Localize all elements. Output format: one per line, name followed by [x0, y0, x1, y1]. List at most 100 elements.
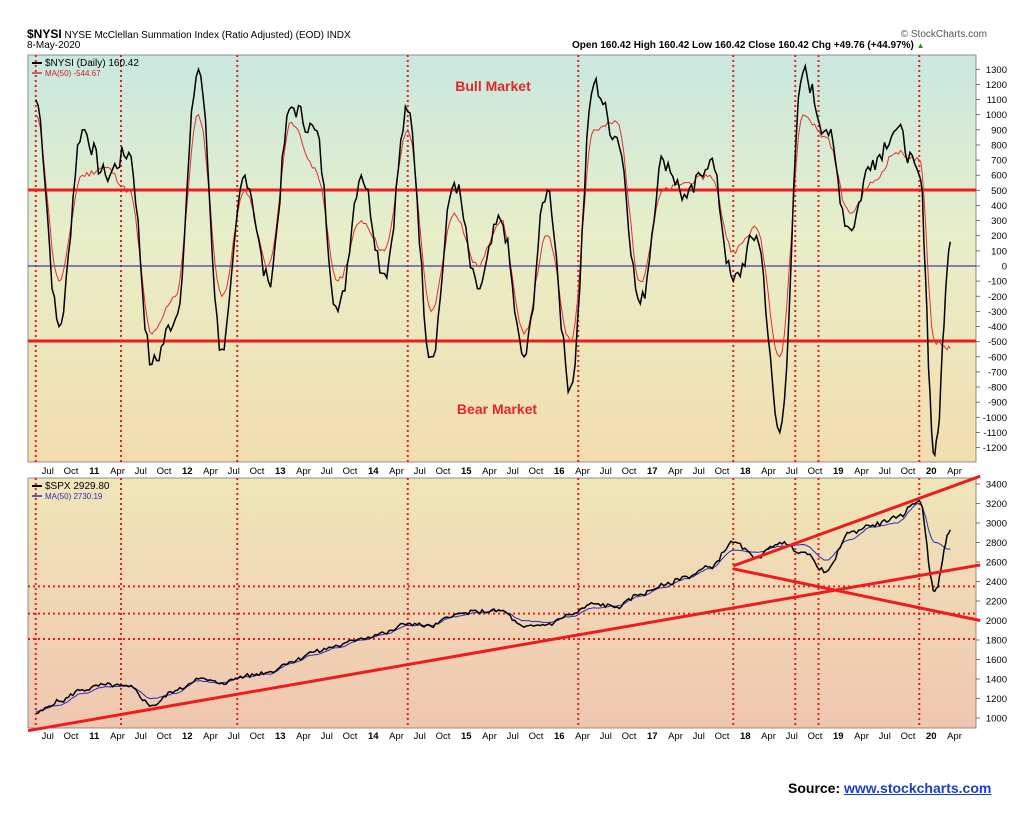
spx-y-axis: 3400 3200 3000 2800 2600 2400 2200 2000 1800 1600…: [976, 480, 1007, 725]
nysi-y-tick-label: -1200: [983, 443, 1007, 454]
nysi-x-tick-label: Jul: [600, 466, 612, 477]
nysi-panel: 1300120011001000900800700600500400300200…: [27, 54, 1007, 477]
spx-panel-bg: [27, 477, 977, 729]
spx-x-tick-label: 19: [833, 731, 844, 742]
nysi-y-tick-label: 900: [991, 125, 1007, 136]
spx-y-tick-label: 1200: [986, 694, 1007, 705]
nysi-x-tick-label: Oct: [250, 466, 265, 477]
ohlc-readout: Open 160.42 High 160.42 Low 160.42 Close…: [572, 40, 925, 51]
spx-trendline: [27, 563, 981, 733]
spx-x-tick-label: 15: [461, 731, 472, 742]
spx-x-tick-label: Apr: [575, 731, 590, 742]
spx-x-tick-label: 11: [89, 731, 100, 742]
nysi-y-tick-label: 800: [991, 140, 1007, 151]
chart-svg: 1300120011001000900800700600500400300200…: [27, 54, 1007, 742]
nysi-x-tick-label: Apr: [854, 466, 869, 477]
nysi-y-tick-label: -900: [988, 398, 1007, 409]
nysi-y-tick-label: -500: [988, 337, 1007, 348]
nysi-x-tick-label: Apr: [203, 466, 218, 477]
nysi-x-tick-label: Jul: [786, 466, 798, 477]
spx-x-tick-label: Apr: [947, 731, 962, 742]
spx-y-tick-label: 1000: [986, 714, 1007, 725]
nysi-y-tick-label: 200: [991, 231, 1007, 242]
nysi-y-tick-label: -100: [988, 277, 1007, 288]
source-credit: Source: www.stockcharts.com: [788, 780, 991, 796]
nysi-x-tick-label: Apr: [110, 466, 125, 477]
nysi-x-tick-label: Oct: [808, 466, 823, 477]
nysi-y-tick-label: -800: [988, 383, 1007, 394]
exchange-label: INDX: [326, 30, 351, 41]
nysi-x-tick-label: Oct: [436, 466, 451, 477]
nysi-y-tick-label: -1000: [983, 413, 1007, 424]
nysi-x-tick-label: Oct: [715, 466, 730, 477]
nysi-y-tick-label: -400: [988, 322, 1007, 333]
nysi-x-tick-label: Oct: [64, 466, 79, 477]
spx-y-tick-label: 1400: [986, 675, 1007, 686]
spx-x-tick-label: Apr: [296, 731, 311, 742]
nysi-x-tick-label: Apr: [947, 466, 962, 477]
spx-y-tick-label: 2000: [986, 616, 1007, 627]
spx-line: [35, 499, 951, 714]
nysi-x-tick-label: 19: [833, 466, 844, 477]
spx-x-tick-label: Oct: [808, 731, 823, 742]
nysi-y-tick-label: -200: [988, 292, 1007, 303]
spx-x-tick-label: Oct: [901, 731, 916, 742]
spx-panel: 3400 3200 3000 2800 2600 2400 2200 2000 1800 1600…: [27, 474, 1007, 742]
nysi-y-tick-label: 300: [991, 216, 1007, 227]
nysi-x-tick-label: Jul: [693, 466, 705, 477]
nysi-x-axis: Jul Oct 11 Apr Jul Oct 12 Apr Jul Oct 13 Apr Jul Oct 1…: [42, 466, 962, 477]
spx-y-tick-label: 2400: [986, 577, 1007, 588]
spx-x-tick-label: Oct: [157, 731, 172, 742]
spx-x-tick-label: 13: [275, 731, 286, 742]
ohlc-text: Open 160.42 High 160.42 Low 160.42 Close…: [572, 40, 914, 51]
nysi-y-tick-label: 1200: [986, 80, 1007, 91]
spx-x-tick-label: Oct: [529, 731, 544, 742]
spx-x-tick-label: Jul: [693, 731, 705, 742]
spx-x-tick-label: Apr: [854, 731, 869, 742]
nysi-x-tick-label: Jul: [135, 466, 147, 477]
nysi-x-tick-label: Jul: [228, 466, 240, 477]
spx-y-tick-label: 3000: [986, 519, 1007, 530]
nysi-y-tick-label: 400: [991, 201, 1007, 212]
nysi-x-tick-label: Jul: [879, 466, 891, 477]
spx-vertical-markers: [34, 478, 921, 728]
nysi-x-tick-label: Jul: [321, 466, 333, 477]
spx-x-tick-label: Oct: [622, 731, 637, 742]
spx-x-tick-label: Jul: [135, 731, 147, 742]
nysi-y-tick-label: 600: [991, 171, 1007, 182]
spx-x-tick-label: Jul: [321, 731, 333, 742]
spx-x-tick-label: Jul: [42, 731, 54, 742]
nysi-x-tick-label: Apr: [296, 466, 311, 477]
spx-trendline: [732, 567, 981, 622]
nysi-y-tick-label: -300: [988, 307, 1007, 318]
spx-x-tick-label: Jul: [507, 731, 519, 742]
spx-x-tick-label: 16: [554, 731, 565, 742]
nysi-ma-legend-label: MA(50) -544.67: [45, 69, 101, 78]
spx-y-tick-label: 2600: [986, 558, 1007, 569]
nysi-y-tick-label: -1100: [983, 428, 1007, 439]
nysi-x-tick-label: Oct: [529, 466, 544, 477]
nysi-x-tick-label: Jul: [42, 466, 54, 477]
spx-x-tick-label: Oct: [250, 731, 265, 742]
index-title: NYSE McClellan Summation Index (Ratio Ad…: [64, 30, 325, 41]
nysi-y-tick-label: 1300: [986, 65, 1007, 76]
spx-ma-legend-label: MA(50) 2730.19: [45, 492, 103, 501]
nysi-x-tick-label: 14: [368, 466, 379, 477]
bull-market-label: Bull Market: [455, 78, 531, 94]
nysi-y-tick-label: 1100: [987, 95, 1007, 106]
source-link[interactable]: www.stockcharts.com: [844, 780, 992, 796]
nysi-panel-bg: [27, 54, 977, 463]
nysi-y-tick-label: 1000: [986, 110, 1007, 121]
nysi-x-tick-label: 20: [926, 466, 937, 477]
spx-y-tick-label: 1600: [986, 655, 1007, 666]
nysi-x-tick-label: Apr: [668, 466, 683, 477]
date-label: 8-May-2020: [27, 40, 81, 51]
nysi-y-axis: 1300120011001000900800700600500400300200…: [976, 65, 1007, 454]
spx-x-tick-label: Oct: [343, 731, 358, 742]
nysi-x-tick-label: Apr: [389, 466, 404, 477]
spx-x-tick-label: Jul: [600, 731, 612, 742]
spx-legend: $SPX 2929.80 MA(50) 2730.19: [32, 481, 110, 501]
nysi-x-tick-label: Jul: [507, 466, 519, 477]
nysi-x-tick-label: Apr: [482, 466, 497, 477]
symbol-label: $NYSI: [27, 27, 62, 41]
